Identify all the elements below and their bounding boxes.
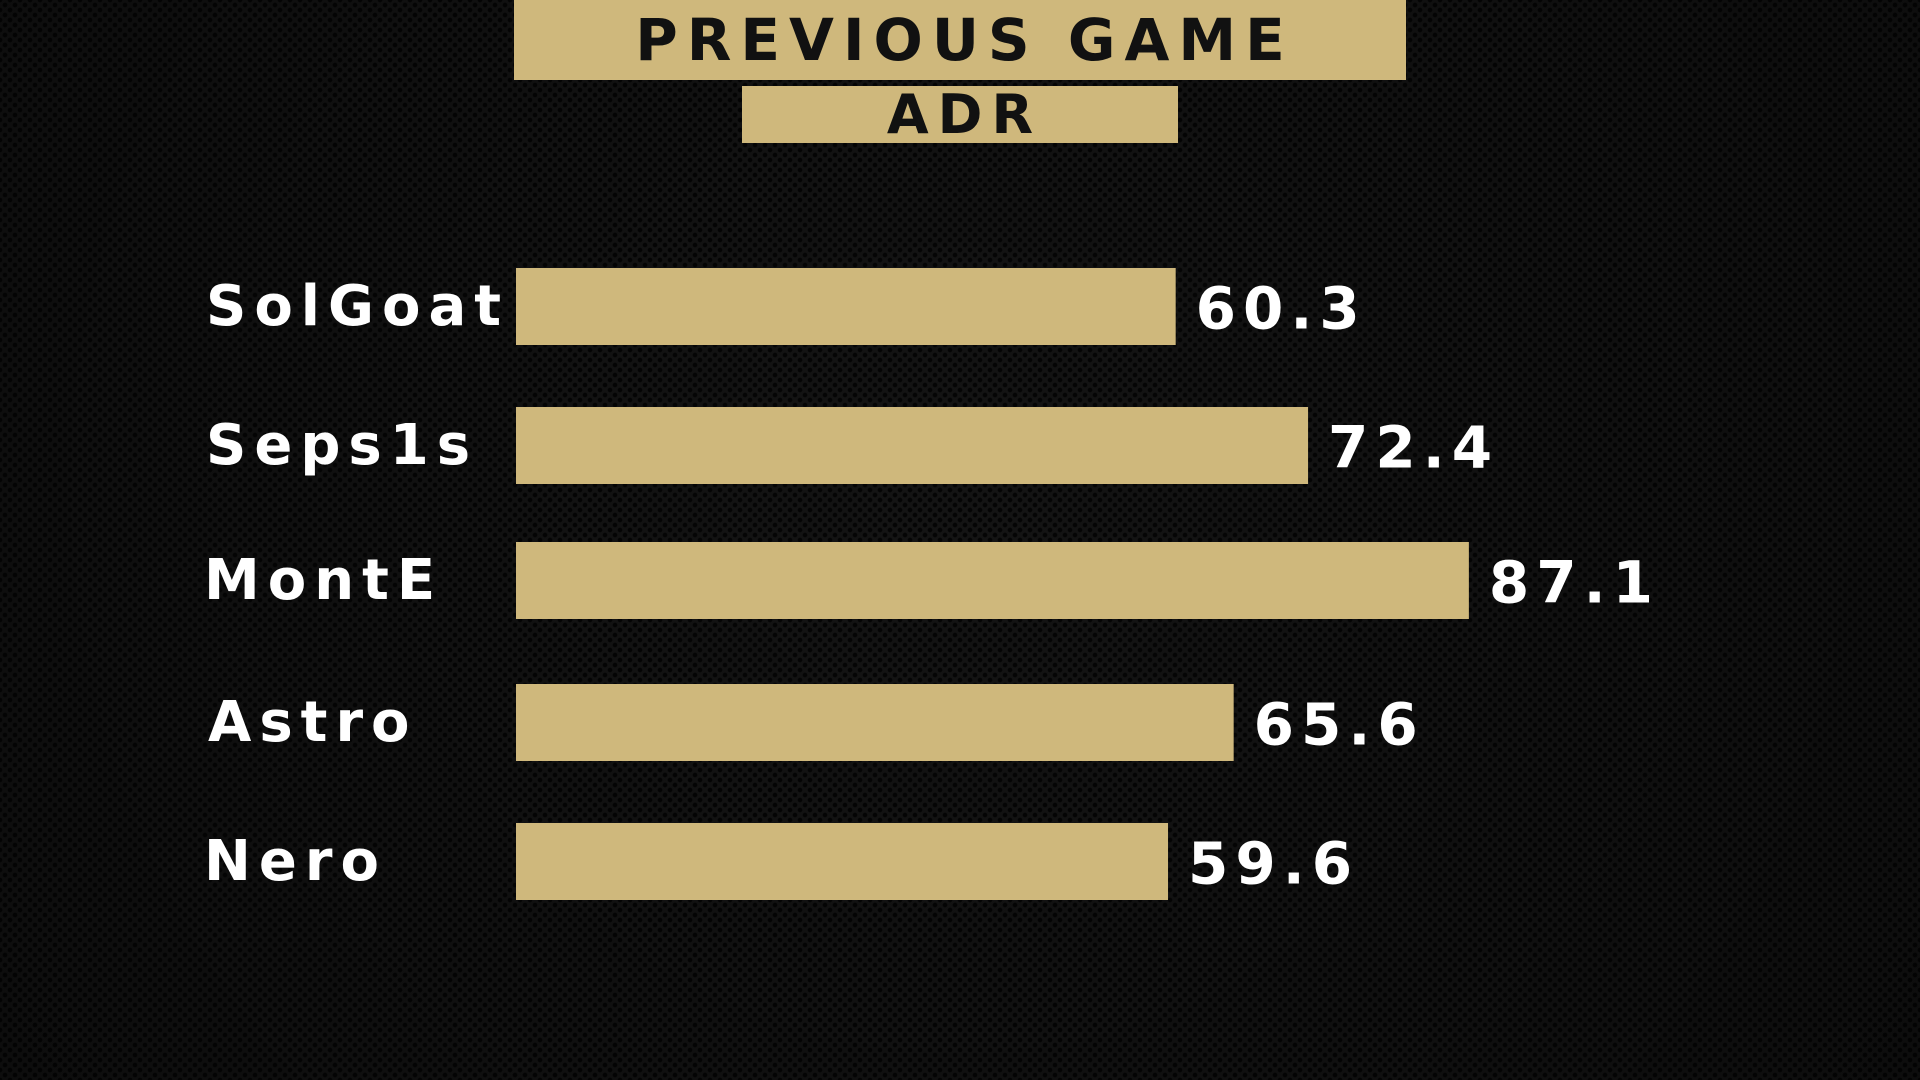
category-label-monte: MontE: [204, 548, 443, 613]
value-label-solgoat: 60.3: [1196, 275, 1367, 343]
value-label-seps1s: 72.4: [1328, 414, 1499, 482]
title-banner: PREVIOUS GAME: [514, 0, 1406, 80]
bar-astro: [516, 684, 1234, 761]
bar-seps1s: [516, 407, 1309, 484]
value-label-astro: 65.6: [1254, 691, 1425, 759]
subtitle-banner: ADR: [742, 86, 1178, 143]
category-label-astro: Astro: [208, 690, 418, 755]
bar-nero: [516, 823, 1169, 900]
value-label-nero: 59.6: [1188, 830, 1359, 898]
bar-solgoat: [516, 268, 1176, 345]
page-title: PREVIOUS GAME: [635, 6, 1294, 74]
category-label-solgoat: SolGoat: [206, 274, 509, 339]
category-label-nero: Nero: [204, 829, 387, 894]
bar-monte: [516, 542, 1469, 619]
value-label-monte: 87.1: [1489, 549, 1660, 617]
page-subtitle: ADR: [886, 82, 1043, 146]
category-label-seps1s: Seps1s: [206, 413, 478, 478]
